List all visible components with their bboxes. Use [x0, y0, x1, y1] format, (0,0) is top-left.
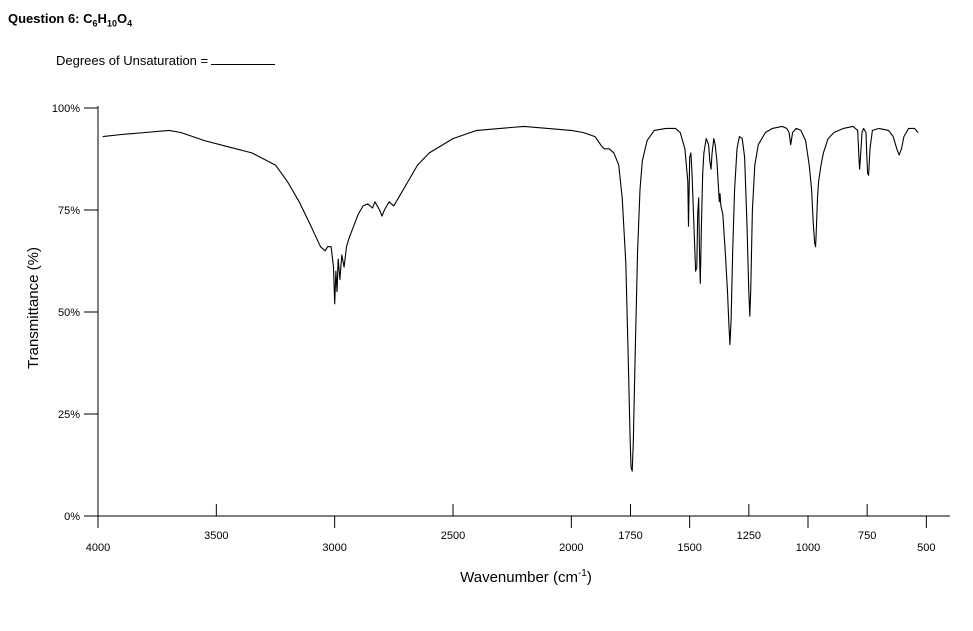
x-tick-label: 3000 — [322, 542, 346, 554]
y-axis-label: Transmittance (%) — [25, 247, 42, 369]
y-tick-label: 50% — [58, 307, 80, 319]
x-tick-label: 2500 — [441, 530, 465, 542]
x-tick-label: 3500 — [204, 530, 228, 542]
chart-axes — [97, 106, 950, 517]
degrees-of-unsaturation-prompt: Degrees of Unsaturation = — [56, 53, 276, 68]
x-tick-label: 4000 — [86, 542, 110, 554]
x-axis-label: Wavenumber (cm-1) — [460, 568, 592, 586]
x-tick-label: 1750 — [618, 530, 642, 542]
spectrum-line — [102, 125, 919, 472]
y-tick-label: 0% — [64, 511, 80, 523]
degrees-of-unsaturation-label: Degrees of Unsaturation = — [56, 53, 209, 68]
y-tick-label: 75% — [58, 205, 80, 217]
x-tick-label: 1250 — [737, 530, 761, 542]
question-label: Question 6: — [8, 11, 80, 26]
y-tick-label: 100% — [52, 103, 80, 115]
answer-blank[interactable] — [211, 54, 276, 65]
x-tick-label: 500 — [917, 542, 935, 554]
x-tick-label: 2000 — [559, 542, 583, 554]
x-tick-label: 1500 — [677, 542, 701, 554]
y-tick-label: 25% — [58, 409, 80, 421]
question-title: Question 6: C6H10O4 — [8, 11, 132, 29]
molecular-formula: C6H10O4 — [83, 11, 133, 29]
x-tick-label: 1000 — [796, 542, 820, 554]
x-tick-label: 750 — [858, 530, 876, 542]
chart-ticks: 100% 75% 50% 25% 0% 4000 3500 3000 2500 2000 1750 1… — [52, 103, 936, 554]
